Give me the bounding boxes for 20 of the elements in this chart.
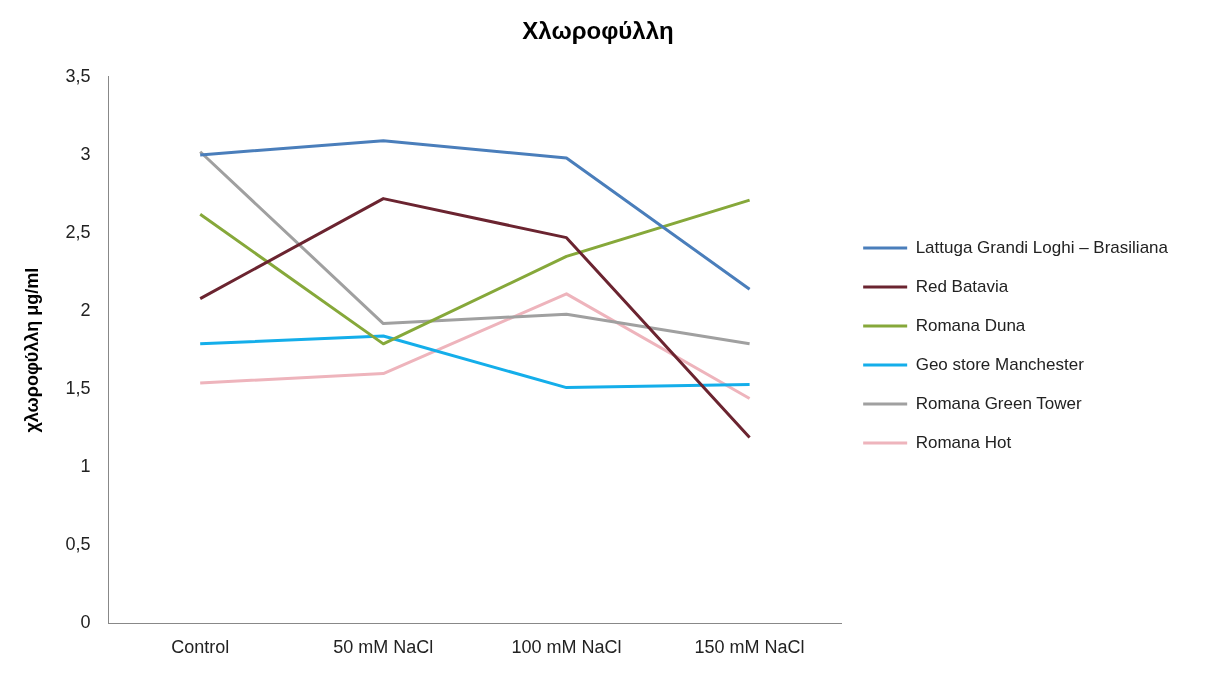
x-tick-label: 50 mM NaCl: [333, 637, 434, 658]
x-tick-label: Control: [171, 637, 230, 658]
legend-label: Romana Duna: [915, 315, 1026, 335]
legend-label: Geo store Manchester: [915, 354, 1085, 374]
legend-label: Lattuga Grandi Loghi – Brasiliana: [915, 237, 1169, 257]
y-tick-label: 1,5: [65, 378, 91, 399]
legend-label: Romana Hot: [915, 432, 1012, 452]
y-tick-label: 2,5: [65, 221, 91, 242]
legend-label: Romana Green Tower: [915, 393, 1082, 413]
y-tick-label: 3: [80, 143, 91, 164]
y-tick-label: 3,5: [65, 65, 91, 86]
y-tick-label: 0,5: [65, 534, 91, 555]
y-tick-label: 1: [80, 456, 91, 477]
y-tick-label: 0: [80, 612, 91, 633]
y-axis-title: χλωροφύλλη μg/ml: [21, 267, 42, 433]
legend-label: Red Batavia: [915, 276, 1009, 296]
x-tick-label: 150 mM NaCl: [694, 637, 805, 658]
chart-title: Χλωροφύλλη: [522, 17, 674, 45]
y-tick-label: 2: [80, 300, 91, 321]
x-tick-label: 100 mM NaCl: [511, 637, 622, 658]
